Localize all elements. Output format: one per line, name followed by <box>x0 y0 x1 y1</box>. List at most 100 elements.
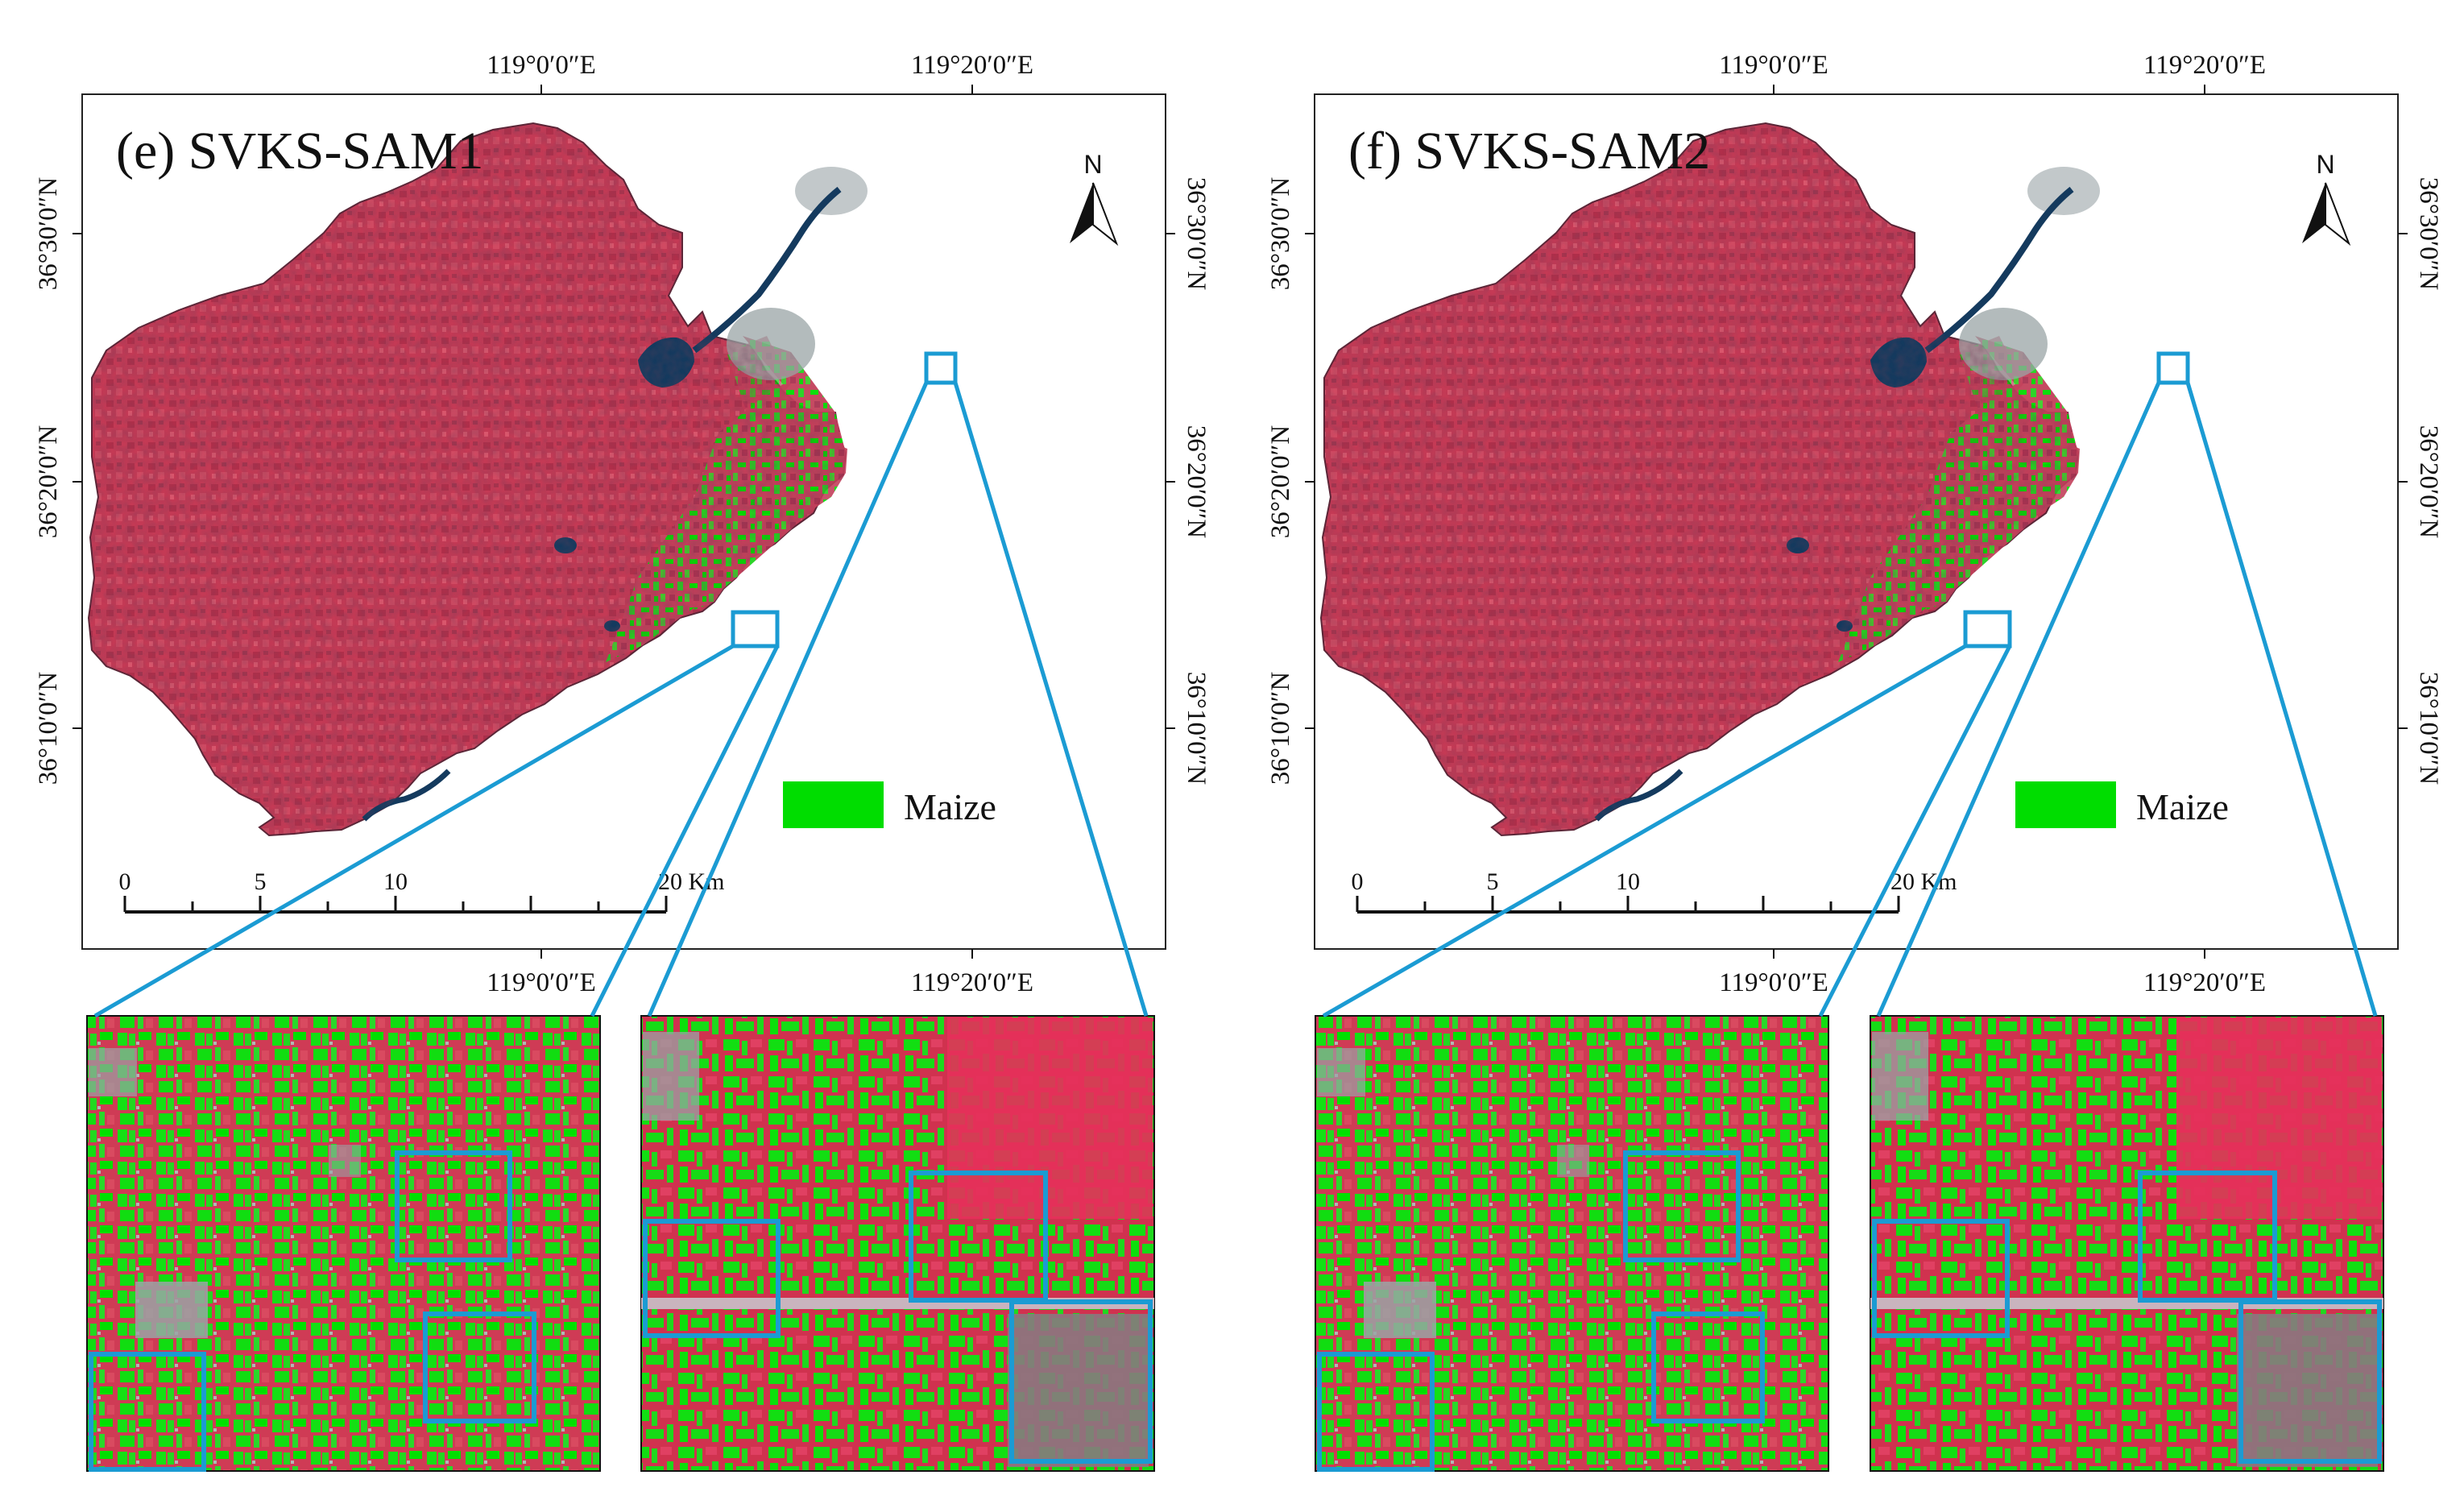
bottom-axis-label: 119°20′0″E <box>2143 968 2266 997</box>
scale-tick-label: 5 <box>255 868 267 895</box>
right-axis-label: 36°10′0″N <box>1182 672 1211 785</box>
legend-swatch-maize <box>2015 781 2116 828</box>
north-arrow-left <box>1070 183 1093 243</box>
scale-tick-label: 10 <box>383 868 408 895</box>
right-axis-label: 36°30′0″N <box>1182 177 1211 291</box>
top-axis-label: 119°20′0″E <box>911 51 1033 80</box>
right-axis-label: 36°20′0″N <box>1182 425 1211 539</box>
connector-line <box>1818 644 2012 1017</box>
bottom-axis-label: 119°20′0″E <box>911 968 1033 997</box>
connector-line <box>93 644 735 1018</box>
bare-field <box>2237 1314 2378 1467</box>
connector-line <box>953 382 1149 1017</box>
highlight-box-northeast <box>924 351 958 385</box>
north-arrow-left <box>2302 183 2325 243</box>
connector-line <box>1876 381 2161 1017</box>
scale-tick-label: 0 <box>119 868 131 895</box>
main-map: (e) SVKS-SAM1 N Maize 0 5 10 20 Km 119°0′0″E 119… <box>34 51 1211 997</box>
detail-box <box>643 1219 781 1338</box>
left-axis-label: 36°20′0″N <box>34 425 63 539</box>
connector-line <box>647 381 929 1017</box>
top-axis-label: 119°0′0″E <box>1719 51 1828 80</box>
study-area-image <box>87 122 868 837</box>
scale-tick-label: 10 <box>1616 868 1640 895</box>
settlement <box>1872 1032 1928 1121</box>
zoom-inset-central <box>86 1015 601 1472</box>
detail-box <box>1623 1150 1741 1262</box>
highlight-box-central <box>731 610 780 648</box>
detail-box <box>1317 1352 1435 1472</box>
detail-box <box>395 1150 512 1262</box>
top-axis-label: 119°20′0″E <box>2143 51 2266 80</box>
image-texture <box>1321 123 2078 835</box>
left-axis-label: 36°30′0″N <box>1266 177 1295 291</box>
urban-area-north <box>795 167 868 215</box>
zoom-inset-northeast <box>1870 1015 2384 1472</box>
zoom-inset-northeast <box>640 1015 1155 1472</box>
zoom-insets <box>1315 1015 2384 1472</box>
river <box>692 186 842 354</box>
left-axis-label: 36°20′0″N <box>1266 425 1295 539</box>
river <box>1924 186 2074 354</box>
scale-bar: 0 5 10 20 Km <box>1352 868 1957 914</box>
map-panel-f: (f) SVKS-SAM2 N Maize 0 5 10 20 Km 119°0′0″E 119… <box>1266 51 2443 1472</box>
scale-tick-label: 20 Km <box>1890 868 1957 895</box>
settlement <box>1317 1048 1365 1096</box>
left-axis-label: 36°10′0″N <box>34 672 63 785</box>
study-area-image <box>1319 122 2100 837</box>
detail-box <box>1651 1311 1765 1423</box>
left-axis-label: 36°10′0″N <box>1266 672 1295 785</box>
bright-red-field <box>2176 1017 2382 1219</box>
scale-tick-label: 20 Km <box>658 868 725 895</box>
highlight-box-central <box>1963 610 2012 648</box>
zoom-image-central <box>86 1015 601 1472</box>
detail-box <box>1872 1219 2010 1338</box>
north-label: N <box>2316 150 2334 179</box>
zoom-connectors <box>93 381 1149 1018</box>
map-panel-e: (e) SVKS-SAM1 N Maize 0 5 10 20 Km 119°0′0″E 119… <box>34 51 1211 1472</box>
image-texture <box>89 123 846 835</box>
top-axis-label: 119°0′0″E <box>487 51 596 80</box>
urban-area-north <box>2027 167 2100 215</box>
north-label: N <box>1083 150 1102 179</box>
panel-title: (f) SVKS-SAM2 <box>1348 122 1710 180</box>
bottom-axis-label: 119°0′0″E <box>487 968 596 997</box>
panel-title: (e) SVKS-SAM1 <box>116 122 484 180</box>
detail-box <box>423 1311 536 1423</box>
settlement <box>1557 1145 1589 1177</box>
settlement <box>89 1048 137 1096</box>
bare-field <box>1008 1314 1149 1467</box>
scale-tick-label: 0 <box>1352 868 1364 895</box>
detail-box <box>2138 1171 2277 1303</box>
scale-tick-label: 5 <box>1487 868 1499 895</box>
settlement <box>1364 1282 1436 1338</box>
connector-line <box>590 644 780 1017</box>
detail-box <box>1009 1299 1153 1464</box>
legend: Maize <box>783 781 996 828</box>
north-arrow-right <box>1092 182 1119 247</box>
left-axis-label: 36°30′0″N <box>34 177 63 291</box>
legend: Maize <box>2015 781 2229 828</box>
right-axis-label: 36°10′0″N <box>2414 672 2443 785</box>
detail-box <box>909 1171 1048 1303</box>
legend-label: Maize <box>2136 786 2229 827</box>
main-map: (f) SVKS-SAM2 N Maize 0 5 10 20 Km 119°0′0″E 119… <box>1266 51 2443 997</box>
zoom-image-central <box>1315 1015 1829 1472</box>
legend-swatch-maize <box>783 781 884 828</box>
bright-red-field <box>947 1017 1153 1219</box>
north-arrow: N <box>2302 150 2351 247</box>
settlement <box>329 1145 361 1177</box>
north-arrow: N <box>1070 150 1119 247</box>
bottom-axis-label: 119°0′0″E <box>1719 968 1828 997</box>
detail-box <box>89 1352 206 1472</box>
right-axis-label: 36°30′0″N <box>2414 177 2443 291</box>
settlement <box>135 1282 208 1338</box>
zoom-insets <box>86 1015 1155 1472</box>
right-axis-label: 36°20′0″N <box>2414 425 2443 539</box>
north-arrow-right <box>2325 182 2351 247</box>
highlight-box-northeast <box>2156 351 2190 385</box>
legend-label: Maize <box>904 786 996 827</box>
connector-line <box>1322 644 1967 1018</box>
zoom-inset-central <box>1315 1015 1829 1472</box>
